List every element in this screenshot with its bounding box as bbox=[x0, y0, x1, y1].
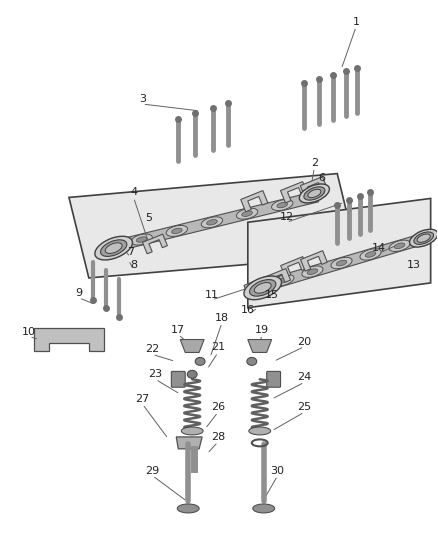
FancyBboxPatch shape bbox=[171, 372, 185, 387]
Polygon shape bbox=[281, 256, 307, 277]
Text: 8: 8 bbox=[130, 260, 137, 270]
Polygon shape bbox=[280, 182, 307, 203]
Ellipse shape bbox=[307, 269, 318, 274]
Text: 11: 11 bbox=[205, 290, 219, 300]
Text: 13: 13 bbox=[407, 260, 421, 270]
Ellipse shape bbox=[250, 280, 276, 296]
Ellipse shape bbox=[105, 243, 122, 254]
Ellipse shape bbox=[277, 203, 288, 208]
Ellipse shape bbox=[331, 257, 352, 269]
Ellipse shape bbox=[177, 504, 199, 513]
Ellipse shape bbox=[389, 240, 410, 252]
Text: 17: 17 bbox=[171, 325, 185, 335]
Ellipse shape bbox=[336, 260, 347, 266]
Text: 1: 1 bbox=[353, 17, 360, 27]
Ellipse shape bbox=[308, 189, 321, 198]
Ellipse shape bbox=[95, 236, 132, 260]
Ellipse shape bbox=[187, 370, 197, 378]
Polygon shape bbox=[248, 198, 431, 308]
Text: 12: 12 bbox=[279, 212, 293, 222]
Ellipse shape bbox=[249, 427, 271, 435]
Ellipse shape bbox=[273, 274, 294, 286]
Text: 30: 30 bbox=[271, 466, 285, 475]
Polygon shape bbox=[264, 269, 290, 289]
Ellipse shape bbox=[247, 358, 257, 365]
Ellipse shape bbox=[417, 234, 430, 243]
Text: 23: 23 bbox=[148, 369, 162, 379]
Text: 7: 7 bbox=[127, 247, 134, 257]
Ellipse shape bbox=[414, 232, 434, 245]
Polygon shape bbox=[256, 232, 430, 293]
Ellipse shape bbox=[244, 276, 282, 300]
Text: 26: 26 bbox=[211, 402, 225, 412]
Ellipse shape bbox=[254, 282, 271, 293]
Text: 19: 19 bbox=[254, 325, 269, 335]
Ellipse shape bbox=[304, 187, 325, 200]
Polygon shape bbox=[300, 251, 327, 271]
Text: 28: 28 bbox=[211, 432, 225, 442]
Polygon shape bbox=[34, 328, 104, 351]
Ellipse shape bbox=[195, 358, 205, 365]
Text: 27: 27 bbox=[135, 394, 150, 404]
Polygon shape bbox=[110, 191, 319, 253]
Ellipse shape bbox=[237, 208, 258, 219]
Text: 24: 24 bbox=[297, 372, 311, 382]
Text: 6: 6 bbox=[318, 173, 325, 183]
Ellipse shape bbox=[299, 184, 329, 203]
Text: 2: 2 bbox=[311, 158, 318, 168]
Text: 5: 5 bbox=[145, 213, 152, 223]
Ellipse shape bbox=[172, 228, 182, 233]
Text: 14: 14 bbox=[372, 243, 386, 253]
Ellipse shape bbox=[100, 240, 127, 256]
Ellipse shape bbox=[181, 427, 203, 435]
Ellipse shape bbox=[360, 249, 381, 260]
Text: 16: 16 bbox=[241, 305, 255, 314]
Ellipse shape bbox=[207, 220, 217, 225]
Text: 4: 4 bbox=[130, 188, 137, 197]
Polygon shape bbox=[176, 437, 202, 449]
Polygon shape bbox=[180, 340, 204, 352]
Text: 22: 22 bbox=[145, 344, 159, 354]
Ellipse shape bbox=[253, 504, 275, 513]
Ellipse shape bbox=[131, 234, 152, 245]
Ellipse shape bbox=[166, 225, 187, 237]
Ellipse shape bbox=[136, 237, 147, 243]
Polygon shape bbox=[248, 340, 272, 352]
Ellipse shape bbox=[365, 252, 376, 257]
Text: 21: 21 bbox=[211, 343, 225, 352]
Text: 25: 25 bbox=[297, 402, 311, 412]
Ellipse shape bbox=[394, 243, 405, 249]
Text: 10: 10 bbox=[22, 327, 36, 336]
Text: 29: 29 bbox=[145, 466, 159, 475]
Text: 9: 9 bbox=[75, 288, 82, 298]
Ellipse shape bbox=[272, 199, 293, 211]
Text: 20: 20 bbox=[297, 336, 311, 346]
Ellipse shape bbox=[201, 217, 223, 228]
Ellipse shape bbox=[302, 266, 323, 277]
Polygon shape bbox=[300, 176, 328, 198]
Text: 15: 15 bbox=[265, 290, 279, 300]
Polygon shape bbox=[244, 277, 271, 297]
Ellipse shape bbox=[410, 229, 438, 247]
FancyBboxPatch shape bbox=[267, 372, 281, 387]
Polygon shape bbox=[69, 174, 357, 278]
Ellipse shape bbox=[242, 211, 252, 216]
Ellipse shape bbox=[278, 277, 289, 283]
Text: 18: 18 bbox=[215, 313, 229, 322]
Text: 3: 3 bbox=[139, 94, 146, 104]
Polygon shape bbox=[241, 191, 268, 212]
Polygon shape bbox=[142, 234, 167, 254]
